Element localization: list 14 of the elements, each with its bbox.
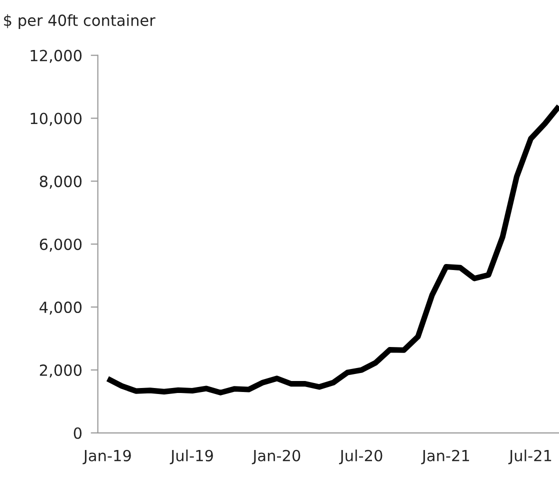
y-tick-label: 8,000 bbox=[40, 176, 82, 189]
x-tick-label: Jul-19 bbox=[170, 450, 213, 464]
y-tick-label: 2,000 bbox=[40, 364, 82, 378]
y-tick-label: 4,000 bbox=[40, 302, 82, 315]
y-axis-title: $ per 40ft container bbox=[4, 14, 156, 30]
y-tick-label: 12,000 bbox=[30, 50, 82, 63]
x-tick-label: Jan-19 bbox=[82, 450, 131, 464]
x-tick-label: Jan-21 bbox=[421, 450, 470, 464]
x-tick-label: Jul-20 bbox=[339, 450, 382, 464]
x-tick-label: Jan-20 bbox=[252, 450, 300, 464]
y-tick-label: 6,000 bbox=[40, 238, 82, 252]
x-tick-label: Jul-21 bbox=[508, 450, 552, 464]
y-tick-label: 10,000 bbox=[30, 112, 82, 126]
y-tick-label: 0 bbox=[74, 427, 82, 439]
